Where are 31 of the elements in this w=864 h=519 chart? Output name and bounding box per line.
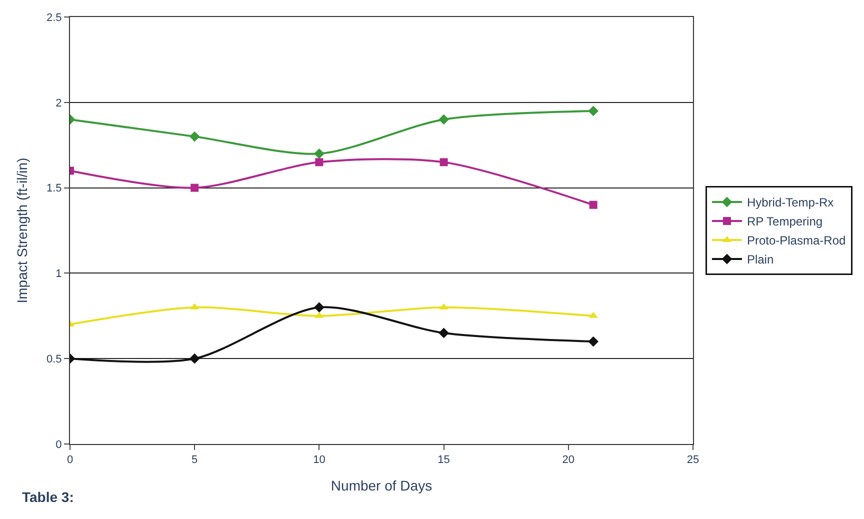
y-tick-label: 2 bbox=[56, 97, 62, 110]
caption: Table 3: bbox=[22, 489, 74, 505]
y-tick-label: 1 bbox=[56, 268, 62, 280]
x-tick-label: 5 bbox=[192, 454, 198, 466]
x-tick-label: 10 bbox=[313, 454, 326, 466]
x-axis-title: Number of Days bbox=[330, 478, 432, 494]
x-tick-label: 15 bbox=[438, 454, 450, 466]
point bbox=[314, 148, 324, 159]
point bbox=[589, 200, 598, 209]
point bbox=[588, 106, 599, 116]
legend-label: Proto-Plasma-Rod bbox=[746, 234, 846, 248]
point bbox=[189, 353, 200, 364]
legend-label: RP Tempering bbox=[746, 214, 823, 229]
point bbox=[440, 158, 448, 166]
y-tick-label: 0.5 bbox=[46, 353, 62, 366]
x-tick-label: 20 bbox=[562, 454, 575, 466]
point bbox=[438, 114, 449, 125]
legend-label: Hybrid-Temp-Rx bbox=[746, 196, 834, 210]
point bbox=[314, 302, 324, 313]
point bbox=[588, 336, 599, 347]
point bbox=[315, 158, 324, 166]
y-tick-label: 0 bbox=[56, 438, 62, 451]
y-tick-label: 2.5 bbox=[46, 12, 62, 24]
y-tick-label: 1.5 bbox=[46, 182, 62, 195]
point bbox=[189, 131, 200, 142]
x-tick-label: 0 bbox=[66, 454, 74, 466]
y-axis-title: Impact Strength (ft-il/in) bbox=[14, 158, 30, 304]
x-tick-label: 25 bbox=[686, 454, 700, 466]
point bbox=[190, 184, 199, 192]
point bbox=[438, 328, 449, 338]
legend-label: Plain bbox=[746, 252, 774, 267]
